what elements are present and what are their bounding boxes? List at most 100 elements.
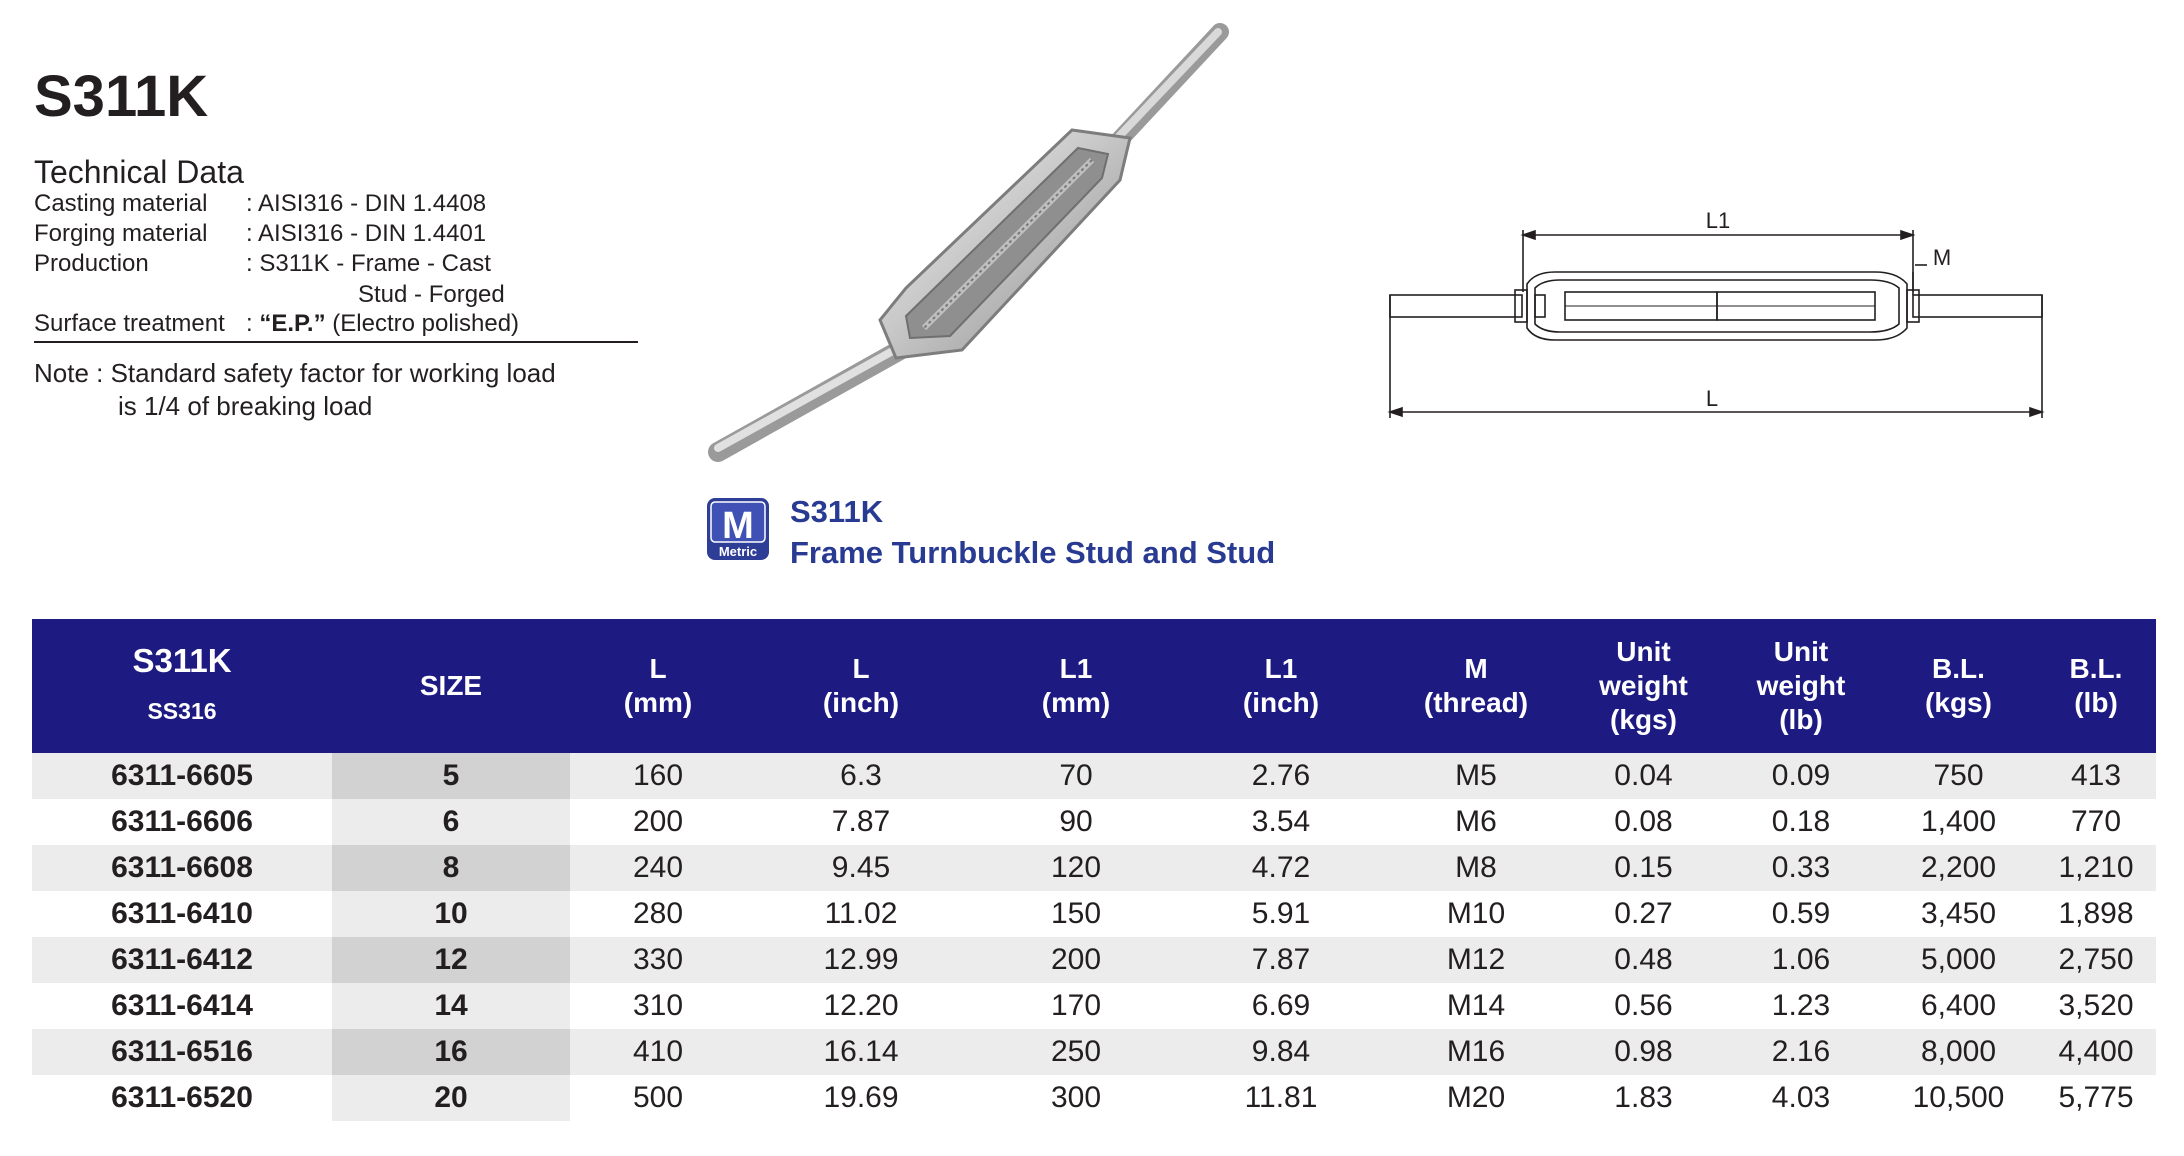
col-header-size: SIZE xyxy=(419,670,483,701)
note-line-2: is 1/4 of breaking load xyxy=(118,391,373,421)
cell-unit-weight-kgs: 0.08 xyxy=(1566,799,1721,845)
table-row: 6311-6608 8 240 9.45 120 4.72 M8 0.15 0.33 2,200 1… xyxy=(32,845,2156,891)
cell-l-mm: 160 xyxy=(570,753,746,799)
table-row: 6311-6412 12 330 12.99 200 7.87 M12 0.48 1.06 5,0… xyxy=(32,937,2156,983)
col-header-line: L xyxy=(649,653,667,684)
cell-l1-mm: 70 xyxy=(976,753,1176,799)
col-header-line: L1 xyxy=(1059,653,1093,684)
cell-l1-inch: 5.91 xyxy=(1176,891,1386,937)
cell-m-thread: M14 xyxy=(1386,983,1566,1029)
cell-l1-inch: 9.84 xyxy=(1176,1029,1386,1075)
table-row: 6311-6516 16 410 16.14 250 9.84 M16 0.98 2.16 8,0… xyxy=(32,1029,2156,1075)
cell-bl-lb: 2,750 xyxy=(2036,937,2156,983)
product-photo xyxy=(708,23,1229,462)
product-name: Frame Turnbuckle Stud and Stud xyxy=(790,535,1276,570)
cell-m-thread: M5 xyxy=(1386,753,1566,799)
cell-l-inch: 12.20 xyxy=(746,983,976,1029)
cell-l1-inch: 6.69 xyxy=(1176,983,1386,1029)
spec-row-production: Production: S311K - Frame - Cast xyxy=(34,250,491,278)
cell-unit-weight-lb: 1.06 xyxy=(1721,937,1881,983)
cell-l1-inch: 2.76 xyxy=(1176,753,1386,799)
cell-l1-mm: 300 xyxy=(976,1075,1176,1121)
cell-l-inch: 19.69 xyxy=(746,1075,976,1121)
cell-unit-weight-lb: 1.23 xyxy=(1721,983,1881,1029)
cell-size: 16 xyxy=(332,1029,570,1075)
cell-l-inch: 11.02 xyxy=(746,891,976,937)
col-header-line: (mm) xyxy=(623,687,693,718)
dimension-diagram: L1 M L xyxy=(1387,208,2045,418)
table-row: 6311-6606 6 200 7.87 90 3.54 M6 0.08 0.18 1,400 77… xyxy=(32,799,2156,845)
cell-article-code: 6311-6414 xyxy=(32,983,332,1029)
cell-l-inch: 6.3 xyxy=(746,753,976,799)
col-header-line: L xyxy=(852,653,870,684)
cell-size: 10 xyxy=(332,891,570,937)
col-header-line: Unit xyxy=(1773,636,1829,667)
cell-unit-weight-lb: 0.59 xyxy=(1721,891,1881,937)
col-header-line: (kgs) xyxy=(1610,704,1677,735)
cell-l-inch: 9.45 xyxy=(746,845,976,891)
diagram-label-m: M xyxy=(1933,245,1951,270)
cell-l1-mm: 120 xyxy=(976,845,1176,891)
col-header-line: M xyxy=(1464,653,1488,684)
cell-l1-inch: 11.81 xyxy=(1176,1075,1386,1121)
cell-article-code: 6311-6606 xyxy=(32,799,332,845)
cell-l1-mm: 90 xyxy=(976,799,1176,845)
col-header-line: (thread) xyxy=(1423,687,1529,718)
col-header-line: (lb) xyxy=(2074,687,2118,718)
cell-size: 8 xyxy=(332,845,570,891)
cell-unit-weight-kgs: 0.27 xyxy=(1566,891,1721,937)
table-body: 6311-6605 5 160 6.3 70 2.76 M5 0.04 0.09 750 413 63… xyxy=(32,753,2156,1121)
cell-m-thread: M6 xyxy=(1386,799,1566,845)
cell-unit-weight-lb: 2.16 xyxy=(1721,1029,1881,1075)
cell-size: 12 xyxy=(332,937,570,983)
col-header-line: weight xyxy=(1599,670,1688,701)
cell-article-code: 6311-6516 xyxy=(32,1029,332,1075)
spec-value-bold: “E.P.” xyxy=(259,310,326,337)
cell-bl-kgs: 750 xyxy=(1881,753,2036,799)
cell-l1-inch: 4.72 xyxy=(1176,845,1386,891)
cell-l-mm: 200 xyxy=(570,799,746,845)
cell-l1-inch: 3.54 xyxy=(1176,799,1386,845)
cell-m-thread: M10 xyxy=(1386,891,1566,937)
cell-unit-weight-kgs: 0.15 xyxy=(1566,845,1721,891)
cell-l-inch: 12.99 xyxy=(746,937,976,983)
col-header-code-title: S311K xyxy=(132,642,232,679)
spec-value: Stud - Forged xyxy=(358,281,505,308)
col-header-code: S311K SS316 xyxy=(32,619,332,753)
col-header-line: (mm) xyxy=(1041,687,1111,718)
cell-unit-weight-kgs: 0.48 xyxy=(1566,937,1721,983)
col-header-line: L1 xyxy=(1264,653,1298,684)
cell-unit-weight-kgs: 0.56 xyxy=(1566,983,1721,1029)
cell-bl-kgs: 2,200 xyxy=(1881,845,2036,891)
cell-l-inch: 16.14 xyxy=(746,1029,976,1075)
cell-l-mm: 410 xyxy=(570,1029,746,1075)
col-header-l1-inch: L1 (inch) xyxy=(1176,619,1386,753)
spec-row-production-cont: Stud - Forged xyxy=(34,281,505,309)
cell-l-mm: 500 xyxy=(570,1075,746,1121)
col-header-m-thread: M (thread) xyxy=(1386,619,1566,753)
col-header-code-sub: SS316 xyxy=(147,698,217,724)
cell-bl-kgs: 1,400 xyxy=(1881,799,2036,845)
cell-bl-kgs: 5,000 xyxy=(1881,937,2036,983)
col-header-bl-lb: B.L. (lb) xyxy=(2036,619,2156,753)
spec-row-surface: Surface treatment: “E.P.” (Electro polis… xyxy=(34,310,519,338)
cell-article-code: 6311-6410 xyxy=(32,891,332,937)
cell-bl-lb: 4,400 xyxy=(2036,1029,2156,1075)
note-line-1: Note : Standard safety factor for workin… xyxy=(34,358,556,388)
metric-badge-icon: M Metric xyxy=(707,498,769,560)
col-header-line: (lb) xyxy=(1779,704,1823,735)
spec-divider xyxy=(34,341,638,343)
cell-unit-weight-lb: 0.33 xyxy=(1721,845,1881,891)
cell-bl-lb: 413 xyxy=(2036,753,2156,799)
cell-bl-lb: 3,520 xyxy=(2036,983,2156,1029)
product-code: S311K xyxy=(790,494,884,529)
col-header-line: (inch) xyxy=(1242,687,1320,718)
col-header-l-mm: L (mm) xyxy=(570,619,746,753)
cell-unit-weight-lb: 0.09 xyxy=(1721,753,1881,799)
cell-l-mm: 330 xyxy=(570,937,746,983)
spec-row-casting: Casting material: AISI316 - DIN 1.4408 xyxy=(34,190,486,218)
cell-size: 5 xyxy=(332,753,570,799)
cell-bl-lb: 1,898 xyxy=(2036,891,2156,937)
cell-bl-kgs: 3,450 xyxy=(1881,891,2036,937)
cell-unit-weight-kgs: 0.04 xyxy=(1566,753,1721,799)
